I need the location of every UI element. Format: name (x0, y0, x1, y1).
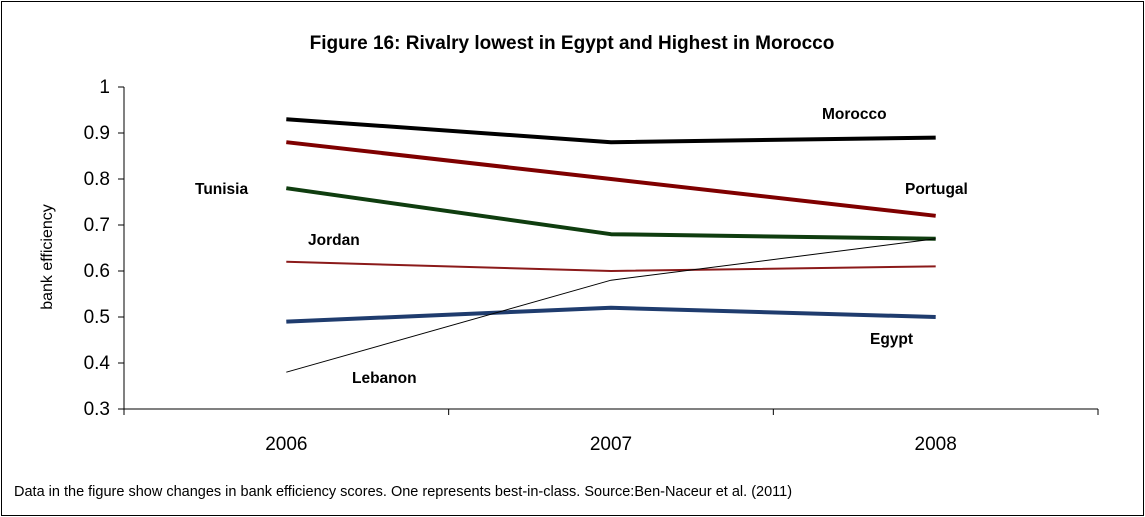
series-line-lebanon (286, 238, 936, 373)
series-label-portugal: Portugal (905, 181, 968, 198)
series-line-portugal (286, 140, 936, 218)
y-tick-label: 0.4 (84, 353, 111, 374)
series-line-egypt (286, 305, 936, 324)
chart-caption: Data in the figure show changes in bank … (14, 484, 792, 500)
y-tick-label: 0.9 (84, 123, 110, 144)
y-tick-label: 0.3 (84, 399, 110, 420)
x-tick-label: 2007 (590, 434, 632, 455)
series-label-egypt: Egypt (870, 331, 913, 348)
series-line-jordan (286, 260, 936, 272)
series-label-morocco: Morocco (822, 106, 887, 123)
series-labels: Morocco Portugal Tunisia Jordan Egypt Lebanon (195, 106, 968, 387)
y-tick-label: 1 (99, 77, 110, 98)
series-label-tunisia: Tunisia (195, 181, 248, 198)
x-tick-label: 2006 (265, 434, 307, 455)
series-line-tunisia (286, 186, 936, 241)
y-tick-label: 0.8 (84, 169, 110, 190)
y-axis-label: bank efficiency (39, 204, 56, 310)
y-tick-label: 0.5 (84, 307, 110, 328)
series-label-jordan: Jordan (308, 232, 360, 249)
x-tick-label: 2008 (915, 434, 957, 455)
series-label-lebanon: Lebanon (352, 370, 417, 387)
y-tick-label: 0.7 (84, 215, 110, 236)
series-lines (286, 117, 936, 373)
y-tick-label: 0.6 (84, 261, 110, 282)
axes: 0.3 0.4 0.5 0.6 0.7 0.8 0.9 1 2006 2007 2008 (84, 77, 1099, 455)
chart-title: Figure 16: Rivalry lowest in Egypt and H… (310, 33, 835, 54)
series-line-morocco (286, 117, 936, 145)
